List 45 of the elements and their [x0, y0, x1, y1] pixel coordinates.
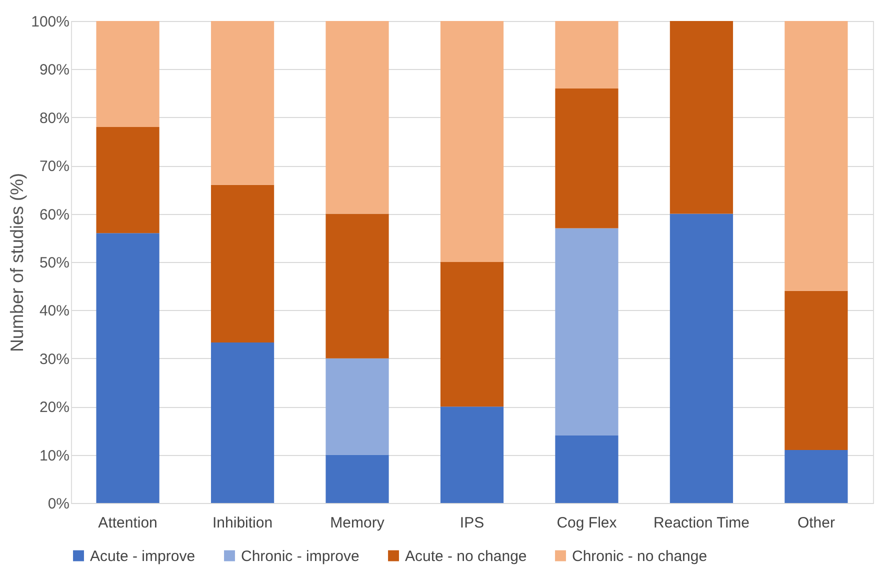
legend-label: Chronic - improve: [241, 548, 360, 565]
bar: [670, 21, 734, 214]
x-tick-label: Attention: [98, 514, 158, 532]
y-tick-label: 10%: [39, 447, 70, 464]
y-tick-label: 80%: [39, 110, 70, 127]
legend-label: Acute - improve: [90, 548, 196, 565]
x-tick-label: Memory: [330, 514, 385, 532]
y-axis-title: Number of studies (%): [7, 172, 28, 352]
bar: [440, 406, 504, 503]
bar: [784, 21, 848, 291]
bar: [555, 88, 618, 228]
x-tick-label: Inhibition: [212, 514, 273, 532]
y-tick-label: 60%: [39, 206, 70, 224]
y-tick-label: 30%: [39, 350, 70, 368]
bar: [96, 127, 160, 234]
y-tick-label: 40%: [39, 302, 70, 320]
x-tick-label: IPS: [460, 514, 484, 532]
bar: [784, 450, 848, 503]
bar: [210, 342, 274, 503]
bar: [440, 21, 504, 262]
bar: [210, 184, 274, 342]
bar: [440, 262, 504, 407]
bar: [96, 21, 160, 128]
bar: [784, 290, 848, 450]
bar: [96, 233, 160, 503]
bar: [555, 436, 618, 503]
bar: [326, 358, 389, 455]
bar: [326, 214, 389, 358]
y-tick-label: 100%: [31, 14, 70, 30]
legend-label: Acute - no change: [405, 548, 527, 565]
x-tick-label: Reaction Time: [654, 514, 750, 532]
bar: [210, 21, 274, 185]
y-tick-label: 70%: [39, 158, 70, 176]
y-tick-label: 20%: [39, 399, 70, 416]
y-tick-label: 90%: [39, 62, 70, 79]
x-tick-label: Cog Flex: [556, 514, 618, 532]
y-tick-label: 0%: [48, 496, 70, 512]
bar: [555, 21, 618, 88]
bar: [326, 454, 389, 503]
bar: [670, 214, 734, 503]
bar: [326, 21, 389, 214]
x-tick-label: Other: [797, 514, 835, 532]
bar: [555, 228, 618, 436]
y-tick-label: 50%: [39, 254, 70, 272]
legend-label: Chronic - no change: [572, 548, 708, 565]
